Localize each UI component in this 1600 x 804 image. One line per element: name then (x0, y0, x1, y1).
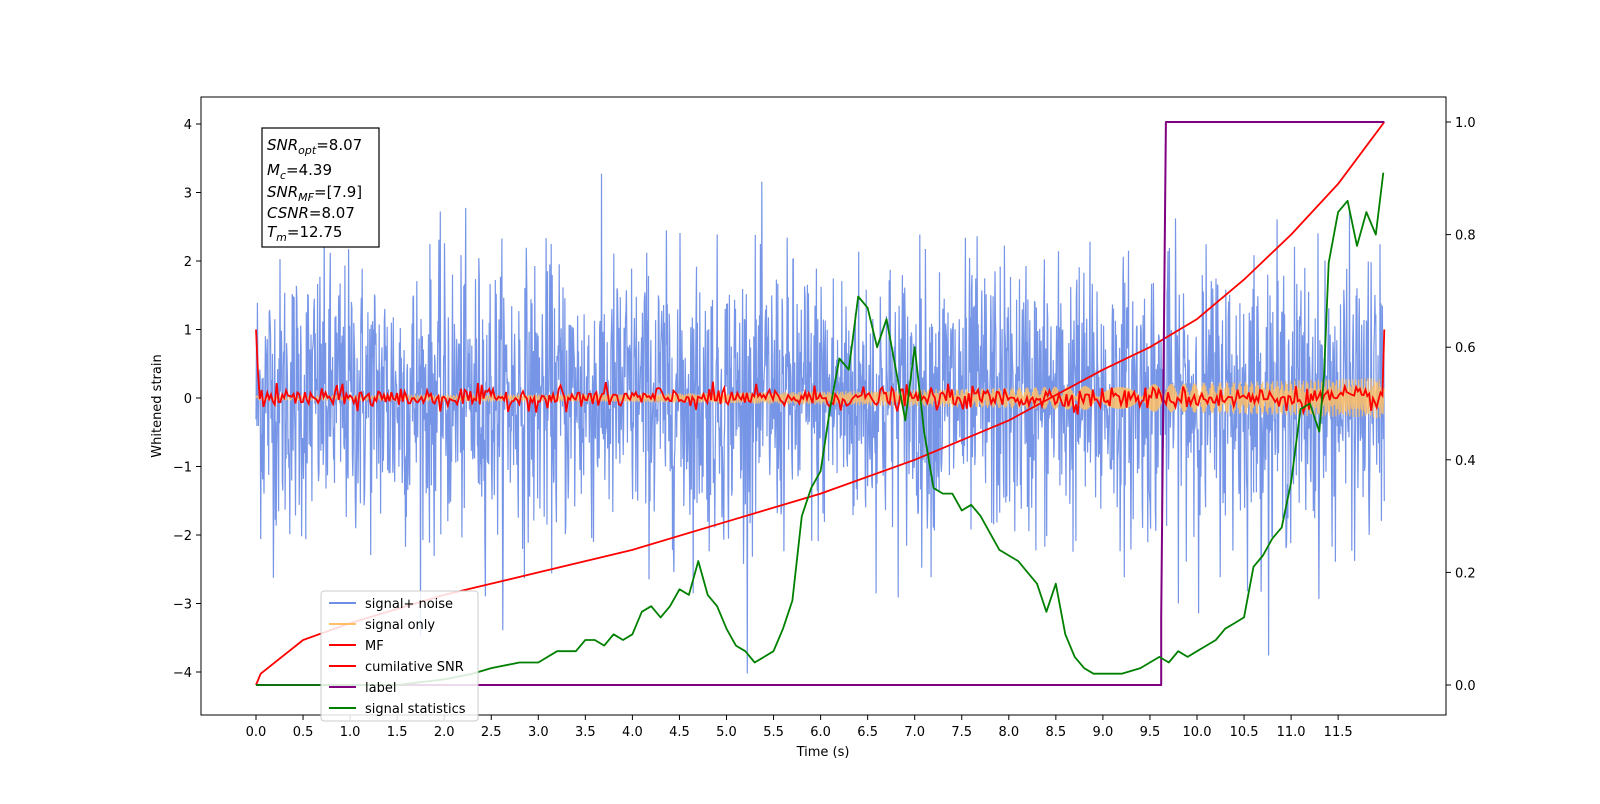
x-tick-label: 8.5 (1046, 725, 1067, 740)
y-tick-label: 0 (184, 392, 192, 407)
x-tick-label: 0.0 (246, 725, 267, 740)
x-tick-label: 5.5 (763, 725, 784, 740)
x-tick-label: 9.0 (1093, 725, 1114, 740)
series-mf-line (255, 329, 1386, 416)
x-tick-label: 1.0 (340, 725, 361, 740)
y-tick-label: 2 (184, 255, 192, 270)
y-tick-label: 1 (184, 324, 192, 339)
x-axis-label: Time (s) (796, 745, 850, 760)
series-signal-statistics-line (256, 172, 1385, 686)
x-tick-label: 9.5 (1140, 725, 1161, 740)
y-tick-label: −2 (173, 529, 192, 544)
y-axis-label: Whitened strain (150, 354, 165, 457)
x-tick-label: 10.5 (1230, 725, 1259, 740)
x-tick-label: 8.0 (998, 725, 1019, 740)
x-tick-label: 4.5 (669, 725, 690, 740)
y-tick-label: 3 (184, 187, 192, 202)
snr-opt-text: SNRopt=8.07 (267, 136, 362, 157)
tm-text: Tm=12.75 (267, 223, 342, 244)
y-tick-label: −1 (173, 461, 192, 476)
x-tick-label: 3.0 (528, 725, 549, 740)
y2-tick-label: 0.4 (1455, 454, 1476, 469)
y2-tick-label: 0.2 (1455, 566, 1476, 581)
y2-tick-label: 1.0 (1455, 116, 1476, 131)
x-tick-label: 7.0 (904, 725, 925, 740)
info-box-frame (261, 127, 380, 248)
series-label-line (256, 121, 1385, 686)
x-tick-label: 5.0 (716, 725, 737, 740)
x-tick-label: 6.5 (857, 725, 878, 740)
axes-layer: 0.0 0.5 1.0 1.5 2.0 2.5 3.0 3.5 4.0 4.5 5.0 5.5 6.0 6… (173, 96, 1476, 740)
y-tick-label: −3 (173, 598, 192, 613)
x-tick-label: 0.5 (293, 725, 314, 740)
legend-frame (320, 590, 479, 722)
series-signal-noise-line (255, 173, 1385, 674)
x-tick-label: 2.0 (434, 725, 455, 740)
legend-label-label: label (365, 681, 396, 696)
x-tick-label: 2.5 (481, 725, 502, 740)
legend-label-signal-only: signal only (365, 618, 435, 633)
x-tick-label: 11.5 (1324, 725, 1353, 740)
info-box: SNRopt=8.07 Mc=4.39 SNRMF=[7.9] CSNR=8.0… (261, 127, 380, 248)
snr-mf-text: SNRMF=[7.9] (267, 183, 362, 204)
legend-label-signal-statistics: signal statistics (365, 702, 466, 717)
y2-tick-label: 0.0 (1455, 679, 1476, 694)
x-tick-label: 1.5 (387, 725, 408, 740)
x-tick-label: 6.0 (810, 725, 831, 740)
mc-text: Mc=4.39 (267, 161, 332, 182)
legend: signal+ noise signal only MF cumilative … (320, 590, 479, 722)
series-signal-only-line (255, 377, 1385, 419)
x-tick-label: 7.5 (951, 725, 972, 740)
y-tick-label: 4 (184, 118, 192, 133)
x-tick-label: 11.0 (1277, 725, 1306, 740)
x-tick-label: 10.0 (1183, 725, 1212, 740)
legend-label-signal-noise: signal+ noise (365, 597, 453, 612)
x-tick-label: 4.0 (622, 725, 643, 740)
plot-frame (200, 96, 1447, 716)
csnr-text: CSNR=8.07 (267, 204, 355, 222)
y2-tick-label: 0.8 (1455, 229, 1476, 244)
legend-label-cumulative-snr: cumilative SNR (365, 660, 464, 675)
y-tick-label: −4 (173, 666, 192, 681)
y2-tick-label: 0.6 (1455, 341, 1476, 356)
x-tick-label: 3.5 (575, 725, 596, 740)
legend-label-mf: MF (365, 639, 384, 654)
